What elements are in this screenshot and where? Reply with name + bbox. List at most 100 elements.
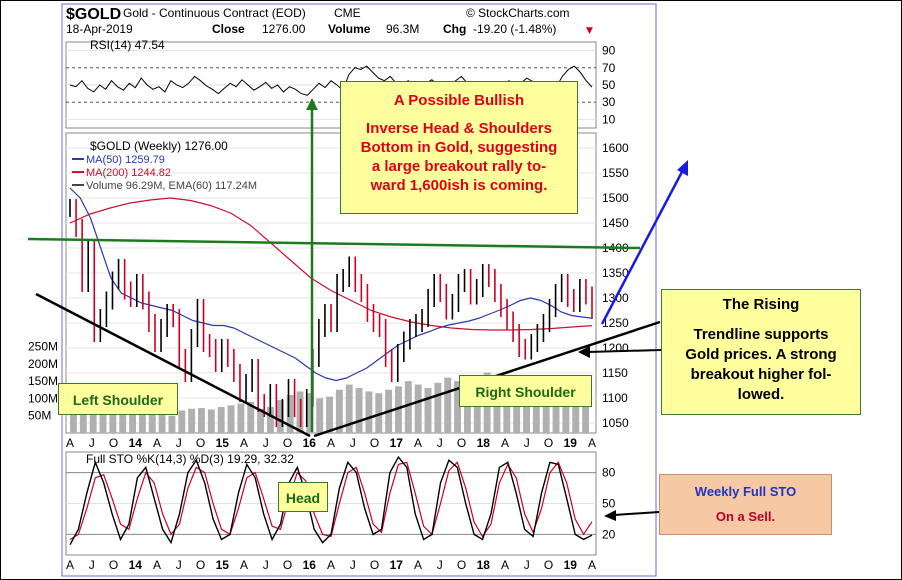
volume-bar [129,407,136,433]
rsi-tick-label: 30 [602,95,616,109]
bullish-callout: A Possible Bullish Inverse Head & Should… [340,81,578,214]
volume-bar [552,391,560,433]
volume-bar [542,389,550,433]
head-label: Head [278,482,328,512]
volume-bar [109,410,117,433]
sto-x-tick-label: A [153,558,161,572]
volume-bar [395,386,402,433]
volume-bar [247,401,255,433]
sto-tick-label: 20 [602,527,616,541]
sto-x-tick-label: 14 [129,558,143,572]
price-title: $GOLD (Weekly) 1276.00 [90,139,228,153]
sto-title: Full STO %K(14,3) %D(3) 19.29, 32.32 [86,452,294,466]
bullish-callout-title: A Possible Bullish [393,92,525,109]
sto-x-tick-label: J [89,558,95,572]
sto-x-tick-label: A [588,558,596,572]
volume-bar [99,413,107,433]
x-tick-label: J [176,436,182,450]
volume-bar [316,398,324,433]
volume-tick-label: 200M [28,357,58,371]
breakout-arrow [600,167,686,325]
chg-down-marker: ▼ [586,26,593,36]
x-tick-label: O [196,436,205,450]
sto-x-tick-labels: A J O 14 A J O 15 A J O 16 A J O 17 A J O 18 A J O 19 A [66,558,596,572]
x-tick-label: O [109,436,118,450]
price-tick-label: 1150 [602,366,628,380]
volume-bar [286,394,294,433]
rising-pointer-arrowhead [578,346,590,358]
sto-x-tick-label: O [196,558,205,572]
sto-x-tick-label: 17 [390,558,404,572]
volume-bar [326,396,333,433]
volume-bar [217,407,225,433]
volume-bar [188,408,196,433]
volume-bar [306,393,314,433]
sto-x-tick-label: A [240,558,248,572]
rising-line-3: breakout higher fol- [690,366,832,383]
volume-bar [434,382,442,433]
volume-bar [523,382,530,433]
sto-k-line [69,455,593,546]
sto-x-tick-label: 18 [477,558,491,572]
price-tick-label: 1450 [602,216,629,230]
volume-bar [444,377,452,433]
volume-bar [424,388,432,433]
x-tick-label: J [89,436,95,450]
rising-callout-body: Trendline supports Gold prices. A strong… [662,325,860,405]
x-tick-label: J [437,436,443,450]
volume-bar [345,384,353,433]
sto-x-tick-label: J [176,558,182,572]
volume-bar [158,413,166,433]
sto-tick-label: 80 [602,466,616,480]
sto-x-tick-label: J [437,558,443,572]
sto-x-tick-label: O [457,558,466,572]
sto-callout: Weekly Full STO On a Sell. [659,474,832,535]
price-x-tick-labels: A J O 14 A J O 15 A J O 16 A J O 17 A J O 18 A J O 19 A [66,436,596,450]
price-tick-label: 1550 [602,166,629,180]
volume-bar [257,408,265,433]
volume-tick-label: 50M [28,409,51,423]
x-tick-label: O [457,436,466,450]
neckline [27,237,641,250]
volume-bar [503,381,511,433]
volume-tick-label: 100M [28,391,58,405]
right-shoulder-label: Right Shoulder [459,375,592,407]
sto-x-tick-label: J [524,558,530,572]
x-tick-label: A [66,436,74,450]
sto-callout-title: Weekly Full STO [694,484,797,499]
sto-d-line [69,461,593,541]
volume-bar [168,415,176,433]
volume-bars [70,372,590,433]
volume-bar [207,409,215,433]
sto-tick-labels: 80 50 20 [602,466,616,542]
x-tick-label: J [350,436,356,450]
rising-line-2: Gold prices. A strong [685,346,837,363]
x-tick-label: A [414,436,422,450]
x-tick-label: J [524,436,530,450]
price-tick-label: 1200 [602,341,629,355]
sto-x-tick-label: 15 [216,558,230,572]
ma200-line [69,197,593,331]
close-label: Close [212,22,245,36]
legend-entry: Volume 96.29M, EMA(60) 117.24M [86,180,257,192]
x-tick-label: A [327,436,335,450]
instrument-name: Gold - Continuous Contract (EOD) [123,6,306,20]
rising-line-1: Trendline supports [693,326,829,343]
volume-bar [119,408,127,433]
symbol: $GOLD [66,6,121,23]
bullish-callout-body: Inverse Head & Shoulders Bottom in Gold,… [341,119,577,195]
ma50-line [69,187,593,382]
sto-callout-body: On a Sell. [715,509,776,524]
volume-bar [237,403,245,433]
rsi-tick-label: 70 [602,61,616,75]
volume-bar [365,391,373,433]
price-tick-label: 1600 [602,141,629,155]
volume-bar [138,405,146,433]
volume-bar [463,384,471,433]
sto-x-tick-label: J [263,558,269,572]
volume-bar [198,408,205,433]
rising-line-4: lowed. [737,386,785,403]
rsi-tick-label: 10 [602,112,616,126]
sto-x-tick-label: 16 [303,558,317,572]
